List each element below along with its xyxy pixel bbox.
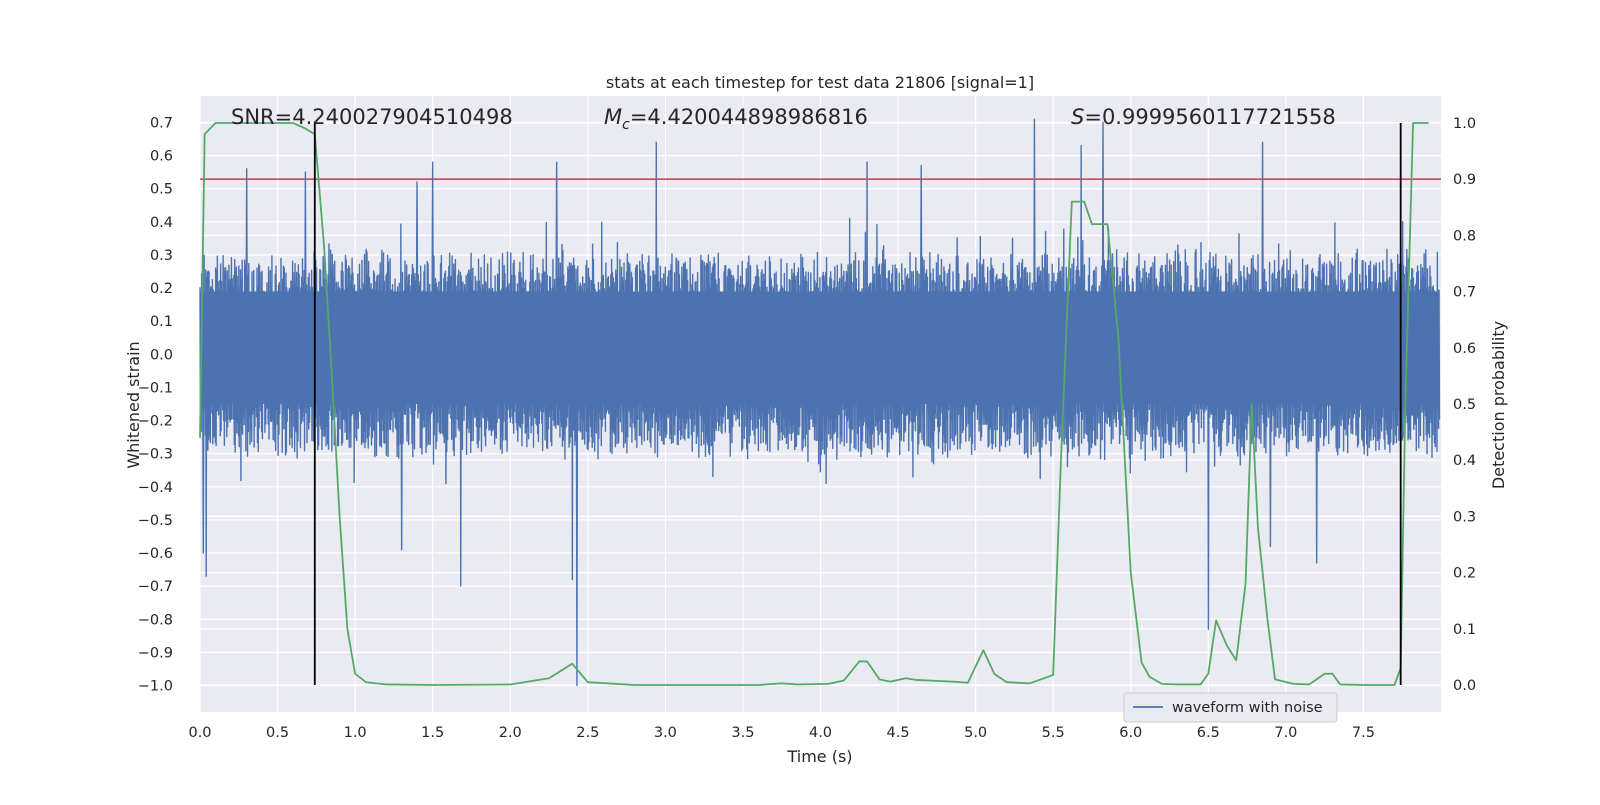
- y-tick-label-left: 0.1: [150, 314, 173, 330]
- snr-annotation: SNR=4.240027904510498: [231, 105, 513, 129]
- y-tick-label-left: −1.0: [138, 679, 173, 695]
- y-tick-label-right: 0.2: [1453, 566, 1476, 582]
- x-tick-label: 6.0: [1119, 725, 1142, 741]
- probability-series: [199, 122, 1429, 686]
- legend-box: [1123, 692, 1338, 723]
- vertical-markers: [313, 122, 1402, 686]
- mc-subscript: c: [622, 117, 630, 133]
- x-tick-label: 3.0: [654, 725, 677, 741]
- y-tick-label-left: 0.7: [150, 115, 173, 131]
- x-tick-label: 3.5: [731, 725, 754, 741]
- x-ticks: 0.0 0.5 1.0 1.5 2.0 2.5 3.0 3.5 4.0 4.5 5.0 5.5 6.0 6…: [188, 725, 1375, 741]
- x-tick-label: 5.0: [964, 725, 987, 741]
- y-tick-label-left: −0.6: [138, 546, 173, 562]
- y-tick-label-right: 0.4: [1453, 453, 1476, 469]
- y-tick-label-right: 1.0: [1453, 116, 1476, 132]
- y-tick-label-right: 0.8: [1453, 228, 1476, 244]
- x-tick-label: 1.5: [421, 725, 444, 741]
- x-tick-label: 7.0: [1274, 725, 1297, 741]
- y-tick-label-left: 0.6: [150, 149, 173, 165]
- mc-annotation: Mc=4.420044898986816: [604, 105, 868, 133]
- x-tick-label: 4.5: [887, 725, 910, 741]
- x-tick-label: 1.0: [344, 725, 367, 741]
- y-tick-label-left: −0.7: [138, 579, 173, 595]
- y-tick-label-right: 0.3: [1453, 509, 1476, 525]
- x-tick-label: 0.5: [266, 725, 289, 741]
- y-tick-label-left: 0.3: [150, 248, 173, 264]
- y-tick-label-right: 0.9: [1453, 172, 1476, 188]
- y-tick-label-left: −0.5: [138, 513, 173, 529]
- legend-label-waveform: waveform with noise: [1172, 700, 1323, 716]
- y-tick-label-left: −0.8: [138, 612, 173, 628]
- x-tick-label: 6.5: [1197, 725, 1220, 741]
- chart-title: stats at each timestep for test data 218…: [606, 73, 1034, 92]
- x-tick-label: 7.5: [1352, 725, 1375, 741]
- y-axis-label-left: Whitened strain: [124, 341, 143, 468]
- x-tick-label: 5.5: [1042, 725, 1065, 741]
- s-symbol: S: [1071, 105, 1084, 129]
- y-tick-label-left: 0.4: [150, 215, 173, 231]
- s-value: =0.9999560117721558: [1084, 105, 1335, 129]
- y-tick-label-left: 0.5: [150, 182, 173, 198]
- y-ticks-left: 0.7 0.6 0.5 0.4 0.3 0.2 0.1 0.0 −0.1 −0.2 −0.3 −0.4…: [138, 115, 173, 694]
- y-tick-label-left: −0.3: [138, 447, 173, 463]
- s-annotation: S=0.9999560117721558: [1071, 105, 1336, 129]
- y-tick-label-left: −0.4: [138, 480, 173, 496]
- y-tick-label-right: 0.6: [1453, 341, 1476, 357]
- x-tick-label: 4.0: [809, 725, 832, 741]
- y-tick-label-left: −0.1: [138, 380, 173, 396]
- mc-symbol: M: [604, 105, 622, 129]
- legend: waveform with noise: [1123, 692, 1338, 723]
- x-tick-label: 2.5: [576, 725, 599, 741]
- y-axis-label-right: Detection probability: [1489, 321, 1508, 489]
- x-tick-label: 0.0: [188, 725, 211, 741]
- y-tick-label-left: −0.2: [138, 414, 173, 430]
- y-tick-label-left: 0.2: [150, 281, 173, 297]
- y-tick-label-right: 0.0: [1453, 678, 1476, 694]
- waveform-series: [199, 118, 1441, 687]
- y-ticks-right: 1.0 0.9 0.8 0.7 0.6 0.5 0.4 0.3 0.2 0.1 0.0: [1453, 116, 1476, 694]
- y-tick-label-right: 0.7: [1453, 285, 1476, 301]
- y-tick-label-right: 0.1: [1453, 622, 1476, 638]
- probability-line: [199, 122, 1429, 686]
- x-axis-label: Time (s): [786, 747, 852, 766]
- y-tick-label-left: 0.0: [150, 347, 173, 363]
- y-tick-label-right: 0.5: [1453, 397, 1476, 413]
- x-tick-label: 2.0: [499, 725, 522, 741]
- waveform-core-band: [200, 291, 1440, 404]
- y-tick-label-left: −0.9: [138, 645, 173, 661]
- mc-value: =4.420044898986816: [630, 105, 868, 129]
